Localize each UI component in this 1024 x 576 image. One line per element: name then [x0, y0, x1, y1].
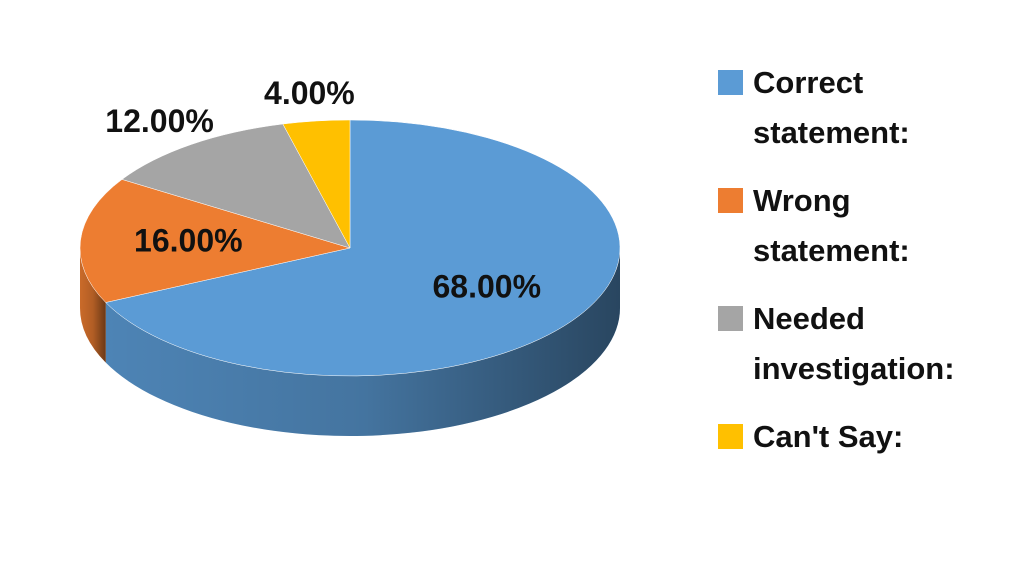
legend-label: Needed investigation: [753, 301, 955, 386]
legend-swatch [718, 70, 743, 95]
slice [282, 119, 351, 249]
data-label: 68.00% [433, 269, 542, 305]
slice [105, 119, 621, 377]
legend-swatch [718, 424, 743, 449]
slice [79, 179, 351, 303]
legend: Correct statement: Wrong statement: Needed… [718, 58, 1018, 480]
legend-item: Correct statement: [718, 58, 1018, 158]
legend-label: Correct statement: [753, 65, 910, 150]
legend-swatch [718, 306, 743, 331]
legend-item: Wrong statement: [718, 176, 1018, 276]
legend-label: Wrong statement: [753, 183, 910, 268]
data-label: 12.00% [105, 103, 214, 139]
data-label: 16.00% [134, 223, 243, 259]
data-label: 4.00% [264, 75, 355, 111]
legend-item: Can't Say: [718, 412, 1018, 462]
legend-swatch [718, 188, 743, 213]
slice [121, 123, 351, 249]
slice-side-shade [105, 248, 620, 437]
legend-label: Can't Say: [753, 419, 904, 454]
legend-item: Needed investigation: [718, 294, 1018, 394]
